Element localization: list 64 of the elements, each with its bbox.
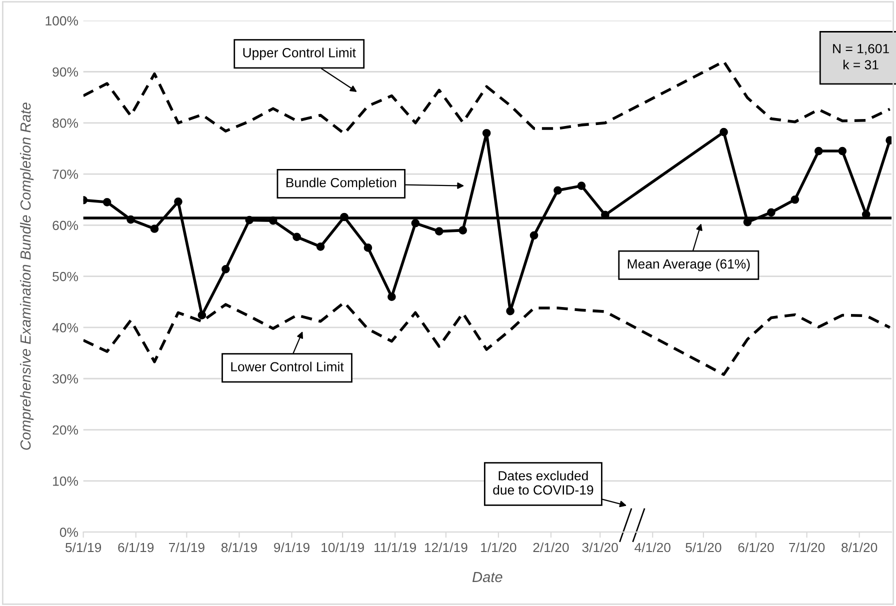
x-tick-label: 6/1/20	[738, 542, 774, 552]
point	[340, 212, 348, 222]
point	[198, 311, 206, 320]
x-tick-label: 11/1/19	[374, 542, 416, 552]
x-tick-label: 1/1/20	[481, 542, 516, 552]
point	[577, 182, 586, 190]
annotation: Bundle Completion	[286, 178, 396, 190]
y-tick-label: 40%	[52, 323, 78, 332]
point	[411, 218, 420, 228]
x-tick-label: 7/1/19	[169, 542, 204, 552]
y-tick-label: 70%	[52, 170, 78, 179]
y-tick-label: 0%	[60, 528, 78, 537]
annotation: Upper Control Limit	[243, 48, 356, 60]
point	[434, 227, 444, 236]
x-tick-label: 7/1/20	[789, 542, 825, 552]
annotation: Lower Control Limit	[231, 362, 344, 372]
x-tick-label: 8/1/19	[221, 542, 257, 552]
x-tick-label: 6/1/19	[118, 542, 154, 552]
point	[388, 292, 396, 301]
y-tick-label: 50%	[52, 272, 78, 282]
x-tick-label: 10/1/19	[322, 542, 364, 552]
y-axis-title: Comprehensive Examination Bundle Completion Rate	[20, 102, 34, 450]
x-tick-label: 8/1/20	[842, 542, 878, 552]
x-tick-label: 2/1/20	[533, 542, 569, 552]
point	[530, 231, 538, 240]
point	[292, 232, 301, 242]
x-tick-label: 9/1/19	[274, 542, 310, 552]
point	[102, 198, 112, 206]
point	[268, 216, 278, 225]
y-tick-label: 80%	[52, 118, 78, 128]
y-tick-label: 100%	[46, 16, 78, 26]
legend-label: Mean Average (61%)	[628, 258, 750, 272]
y-tick-label: 60%	[52, 220, 78, 230]
point	[814, 146, 823, 156]
x-tick-label: 12/1/19	[424, 542, 468, 552]
point	[364, 244, 372, 252]
x-tick-label: 5/1/19	[66, 542, 102, 552]
line-series	[83, 60, 892, 136]
y-tick-label: 30%	[52, 374, 78, 384]
point	[482, 128, 491, 138]
point	[174, 197, 182, 206]
point	[720, 128, 728, 136]
point	[126, 215, 135, 224]
point	[245, 216, 254, 224]
y-tick-label: 10%	[53, 476, 78, 486]
x-axis-title: Date	[472, 572, 502, 582]
annotation: Dates excluded due to COVID-19	[493, 470, 594, 495]
point	[458, 226, 468, 234]
point	[221, 265, 230, 274]
x-tick-label: 3/1/20	[582, 542, 618, 552]
point	[790, 195, 800, 204]
line-series	[83, 301, 892, 376]
point	[506, 306, 514, 316]
x-tick-label: 4/1/20	[634, 542, 670, 552]
point	[838, 146, 847, 156]
point	[150, 224, 159, 233]
y-tick-label: 90%	[52, 67, 78, 77]
point	[601, 210, 610, 220]
x-tick-label: 5/1/20	[686, 542, 722, 552]
point	[554, 186, 562, 195]
point	[767, 208, 776, 217]
y-tick-label: 20%	[52, 425, 78, 435]
annotation: N = 1,601 k = 31	[833, 44, 889, 70]
point	[316, 242, 325, 251]
